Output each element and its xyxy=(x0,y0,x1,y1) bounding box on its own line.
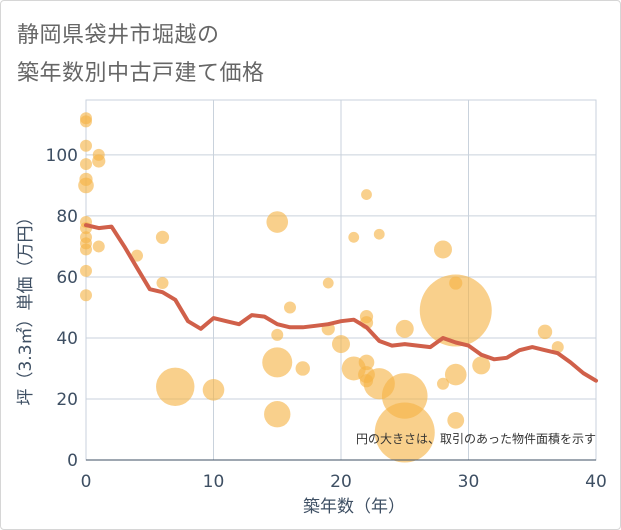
data-point xyxy=(444,363,467,386)
data-point xyxy=(419,274,492,347)
trend-line xyxy=(84,223,598,383)
data-point xyxy=(295,361,310,376)
x-tick-label: 10 xyxy=(203,472,225,492)
data-point xyxy=(437,377,449,390)
x-tick-label: 0 xyxy=(81,472,92,492)
y-tick-label: 40 xyxy=(56,329,78,349)
data-point xyxy=(264,401,291,428)
y-tick-label: 100 xyxy=(46,146,78,166)
data-point xyxy=(262,347,293,378)
x-tick-label: 40 xyxy=(585,472,607,492)
y-tick-label: 60 xyxy=(56,268,78,288)
chart-title-line1: 静岡県袋井市堀越の xyxy=(17,23,220,48)
x-axis-label: 築年数（年） xyxy=(303,497,405,517)
data-point xyxy=(80,158,92,171)
y-tick-label: 0 xyxy=(67,451,78,471)
y-axis-label: 坪（3.3㎡）単価（万円） xyxy=(16,208,36,405)
data-point xyxy=(80,115,92,128)
axes: 0 10 20 30 40 0 20 40 60 80 100 xyxy=(46,146,607,492)
data-point xyxy=(80,264,92,277)
data-point xyxy=(131,249,143,262)
data-point xyxy=(472,356,491,375)
data-point xyxy=(348,231,360,243)
data-point xyxy=(322,277,334,289)
data-point xyxy=(434,240,452,259)
data-point xyxy=(361,189,372,200)
trend-series xyxy=(84,223,598,383)
data-point xyxy=(537,324,553,340)
x-tick-label: 20 xyxy=(330,472,352,492)
y-tick-label: 80 xyxy=(56,207,78,227)
size-note: 円の大きさは、取引のあった物件面積を示す xyxy=(356,431,596,446)
data-point xyxy=(374,402,435,463)
data-point xyxy=(358,354,375,371)
x-tick-label: 30 xyxy=(458,472,480,492)
data-point xyxy=(373,228,385,240)
data-point xyxy=(156,367,195,406)
bubble-series xyxy=(78,112,564,463)
data-point xyxy=(202,379,225,401)
data-point xyxy=(395,319,414,338)
data-point xyxy=(284,301,296,314)
data-point xyxy=(551,341,564,354)
data-point xyxy=(80,243,92,256)
data-point xyxy=(78,177,94,194)
data-point xyxy=(80,289,92,302)
data-point xyxy=(155,230,170,244)
y-tick-label: 20 xyxy=(56,390,78,410)
data-point xyxy=(156,277,169,290)
data-point xyxy=(80,139,92,152)
data-point xyxy=(92,154,106,168)
data-point xyxy=(332,335,350,354)
data-point xyxy=(92,240,105,253)
data-point xyxy=(271,328,284,341)
chart-title-line2: 築年数別中古戸建て価格 xyxy=(17,61,265,86)
data-point xyxy=(266,211,289,233)
data-point xyxy=(447,411,465,429)
